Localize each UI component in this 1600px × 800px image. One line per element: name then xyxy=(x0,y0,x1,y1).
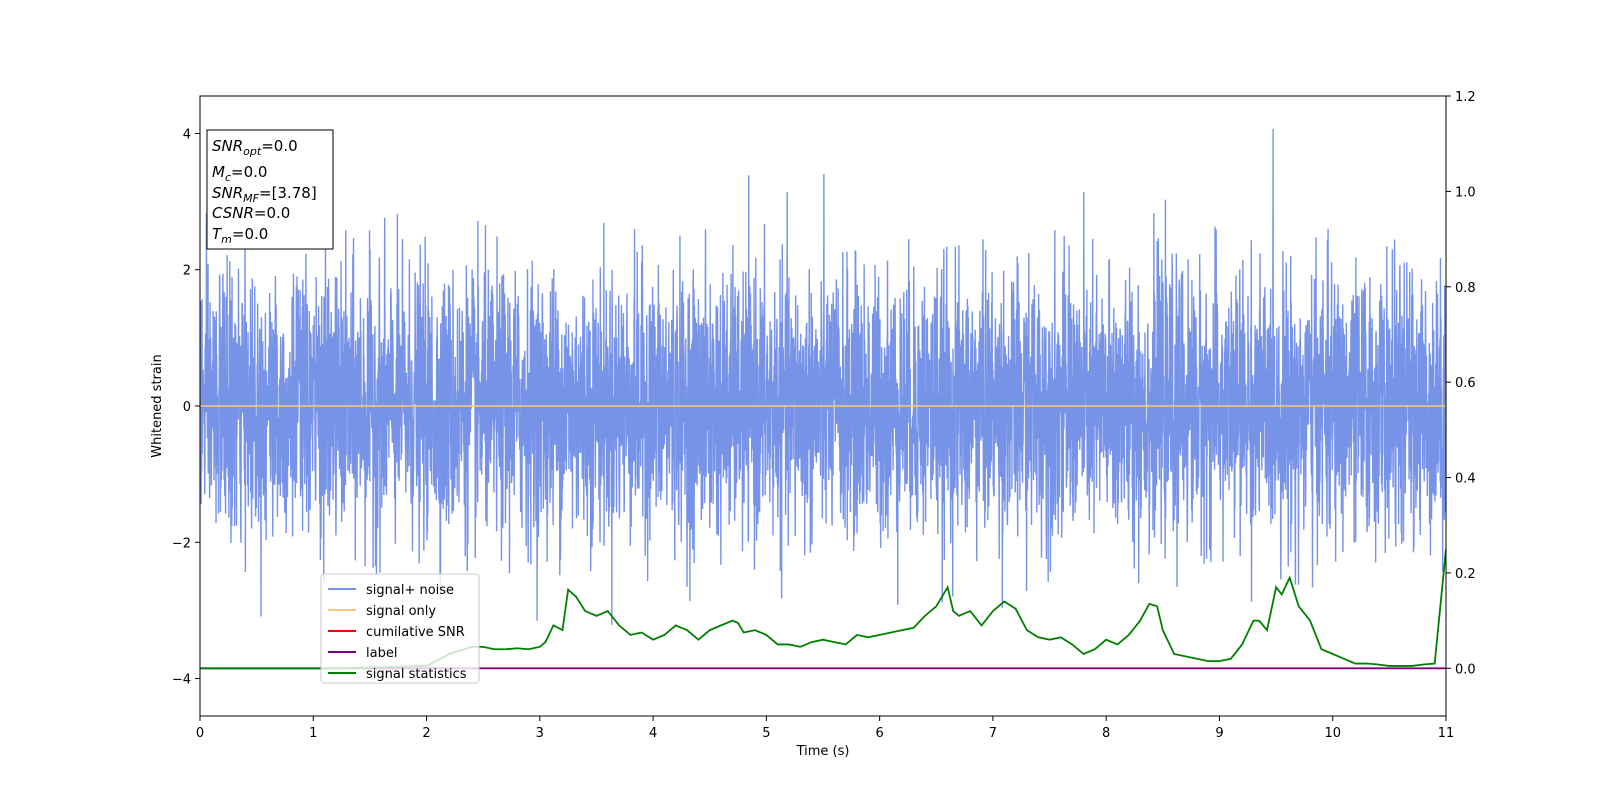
x-tick-label: 4 xyxy=(649,726,657,741)
legend-label: signal+ noise xyxy=(366,583,454,598)
y2-tick-label: 0.4 xyxy=(1455,472,1476,487)
y-axis-ticks: −4 −2 0 2 4 xyxy=(172,127,200,688)
legend-frame xyxy=(320,573,480,684)
legend-label: label xyxy=(366,646,397,661)
y-tick-label: 0 xyxy=(183,400,191,415)
legend-label: signal only xyxy=(366,604,436,619)
y2-tick-label: 0.6 xyxy=(1455,376,1476,391)
x-tick-label: 5 xyxy=(762,726,770,741)
x-tick-label: 9 xyxy=(1215,726,1223,741)
series-line-signal-noise xyxy=(200,128,1446,625)
info-box-frame xyxy=(206,129,334,250)
y-tick-label: 4 xyxy=(183,127,191,142)
y-tick-label: −4 xyxy=(172,673,191,688)
y-tick-label: 2 xyxy=(183,264,191,279)
y2-tick-label: 0.0 xyxy=(1455,662,1476,677)
info-snr-mf: SNRMF=[3.78] xyxy=(212,184,317,205)
x-tick-label: 1 xyxy=(309,726,317,741)
y-axis-label: Whitened strain xyxy=(150,354,165,457)
y-tick-label: −2 xyxy=(172,536,191,551)
info-box: SNRopt=0.0 Mc=0.0 SNRMF=[3.78] CSNR=0.0 … xyxy=(206,129,334,250)
legend-label: signal statistics xyxy=(366,667,467,682)
y2-tick-label: 1.0 xyxy=(1455,185,1476,200)
x-tick-label: 0 xyxy=(196,726,204,741)
info-mc: Mc=0.0 xyxy=(212,163,267,184)
y2-tick-label: 0.2 xyxy=(1455,567,1476,582)
x-tick-label: 8 xyxy=(1102,726,1110,741)
y2-tick-label: 1.2 xyxy=(1455,90,1476,105)
info-csnr: CSNR=0.0 xyxy=(212,204,290,222)
legend: signal+ noise signal only cumilative SNR la… xyxy=(320,573,480,684)
info-snr-opt: SNRopt=0.0 xyxy=(212,137,298,158)
x-axis-ticks: 0 1 2 3 4 5 6 7 8 9 10 11 xyxy=(196,716,1454,741)
x-tick-label: 11 xyxy=(1438,726,1455,741)
x-tick-label: 3 xyxy=(536,726,544,741)
x-axis-label: Time (s) xyxy=(796,744,850,759)
x-tick-label: 2 xyxy=(422,726,430,741)
x-tick-label: 7 xyxy=(989,726,997,741)
x-tick-label: 10 xyxy=(1324,726,1341,741)
x-tick-label: 6 xyxy=(875,726,883,741)
y2-tick-label: 0.8 xyxy=(1455,281,1476,296)
series-line-signal-statistics xyxy=(200,548,1446,670)
y2-axis-ticks: 0.0 0.2 0.4 0.6 0.8 1.0 1.2 xyxy=(1446,90,1476,677)
info-tm: Tm=0.0 xyxy=(212,225,268,246)
legend-label: cumilative SNR xyxy=(366,625,465,640)
